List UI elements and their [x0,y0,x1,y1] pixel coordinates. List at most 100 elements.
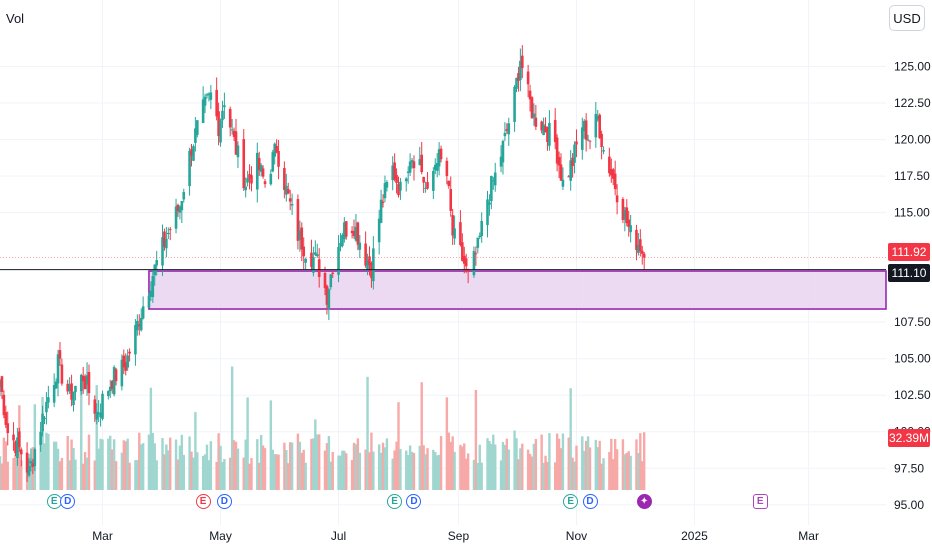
volume-bar [283,442,286,490]
volume-bar [273,454,276,490]
volume-bar [97,448,100,490]
candle-body [530,97,534,119]
candle-body [255,152,259,190]
candle-body [397,184,400,196]
volume-bar [0,456,2,490]
volume-bar [600,463,603,490]
candle-body [352,231,356,236]
candle-body [478,235,482,238]
candle-body [433,164,437,171]
candle-body [257,157,261,171]
volume-bar [317,434,321,490]
candle-body [435,163,439,171]
candle-body [317,259,321,277]
volume-bar [439,436,443,490]
volume-bar [437,454,441,490]
volume-bar [287,463,290,490]
candle-body [6,423,10,434]
candle-body [449,189,453,211]
candle-body [315,254,319,257]
candle-body [464,258,468,267]
candle-body [325,285,329,305]
volume-bar [613,438,617,490]
volume-bar [80,382,83,490]
candle-body [383,183,387,199]
grid [0,0,886,525]
volume-bar [302,449,305,490]
volume-bar [68,460,71,490]
volume-bar [584,440,588,490]
candle-body [147,296,151,308]
candle-body [584,120,588,140]
candle-body [451,215,454,236]
volume-bar [325,443,329,490]
currency-button[interactable]: USD [889,5,925,31]
volume-bar [478,444,481,490]
volume-bar [381,442,385,490]
volume-bar [629,455,632,490]
volume-bar [329,461,332,490]
candle-body [327,289,331,310]
candle-body [242,139,246,189]
candle-body [275,145,278,153]
candle-body [608,156,611,174]
candle-body [528,90,532,100]
volume-bar [542,462,545,490]
candle-body [372,248,375,282]
star-icon[interactable]: ✦ [636,494,652,509]
volume-bar [339,455,342,490]
volume-bar [176,459,180,490]
time-tick-label: Mar [798,529,819,543]
candle-body [640,250,644,254]
volume-bar [101,439,104,490]
candlesticks [0,45,646,482]
volume-bar [229,457,232,490]
volume-bar [126,438,129,490]
candle-body [461,242,464,261]
dividend-marker[interactable]: D [216,494,232,509]
time-tick-label: Sep [448,529,470,543]
candle-body [39,431,42,445]
candle-body [298,230,302,240]
volume-bar [480,462,483,490]
earnings-marker[interactable]: E [195,494,211,509]
candle-body [521,55,524,69]
volume-bar [345,453,348,490]
candle-body [377,218,381,243]
candle-body [12,434,15,441]
earnings-marker[interactable]: E [46,494,62,509]
candle-body [190,149,193,156]
candle-body [474,253,478,255]
candle-body [404,178,408,182]
volume-bar [290,442,294,490]
volume-bar [492,434,495,490]
candle-body [466,269,470,272]
candle-body [207,93,211,95]
volume-bar [521,443,524,490]
volume-bar [136,460,139,490]
volume-bar [426,448,429,490]
candle-body [112,367,116,395]
volume-bar [66,436,69,490]
volume-bar [58,461,62,490]
candle-body [271,152,275,172]
volume-bar [194,412,197,490]
volume-bar [221,461,224,490]
volume-bar [598,440,601,490]
volume-bar [540,434,543,490]
volume-bar [6,461,9,490]
volume-indicator-label[interactable]: Vol [6,11,25,26]
dividend-marker[interactable]: D [582,494,598,509]
dividend-marker[interactable]: D [60,494,76,509]
volume-bar [190,451,193,490]
volume-bar [93,460,96,490]
volume-bar [54,441,58,490]
earnings-marker[interactable]: E [752,494,768,509]
earnings-marker[interactable]: E [563,494,579,509]
volume-bar [447,432,451,490]
dividend-marker[interactable]: D [406,494,422,509]
volume-bar [610,438,613,490]
earnings-marker[interactable]: E [387,494,403,509]
volume-bar [258,462,261,490]
